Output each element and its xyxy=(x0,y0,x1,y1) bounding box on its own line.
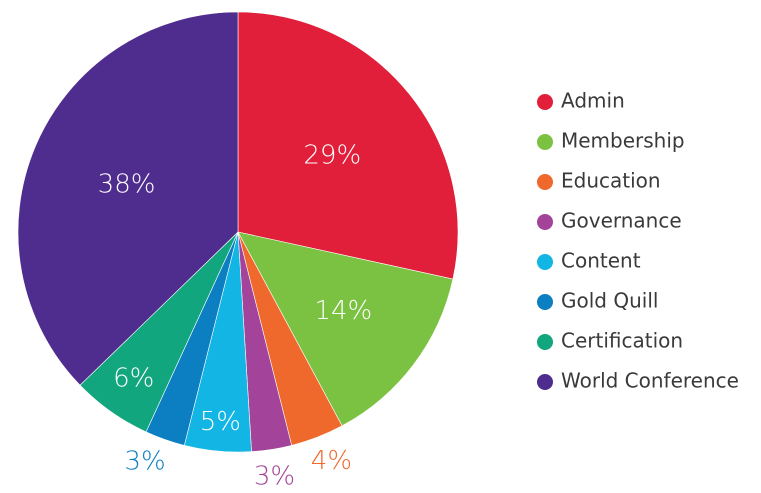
legend-marker-certification xyxy=(537,334,553,350)
legend-marker-governance xyxy=(537,214,553,230)
legend-label-governance: Governance xyxy=(561,209,682,233)
slice-label-membership: 14% xyxy=(314,296,372,326)
pie-slice-admin xyxy=(237,11,459,280)
legend-label-education: Education xyxy=(561,169,661,193)
legend-label-certification: Certification xyxy=(561,329,683,353)
slice-label-admin: 29% xyxy=(303,141,361,171)
slice-label-content: 5% xyxy=(200,407,241,437)
legend-marker-gold-quill xyxy=(537,294,553,310)
legend-label-membership: Membership xyxy=(561,129,685,153)
slice-label-gold-quill: 3% xyxy=(124,447,165,477)
slice-label-world-conference: 38% xyxy=(98,169,156,199)
pie-slice-world-conference xyxy=(17,11,239,386)
legend-label-content: Content xyxy=(561,249,641,273)
legend-marker-membership xyxy=(537,134,553,150)
legend-marker-education xyxy=(537,174,553,190)
legend: Admin Membership Education Governance Conten… xyxy=(537,89,739,393)
legend-label-world-conference: World Conference xyxy=(561,369,739,393)
legend-marker-admin xyxy=(537,94,553,110)
pie-slices xyxy=(17,11,459,453)
slice-labels: 29% 14% 4% 3% 5% 3% 6% 38% xyxy=(98,141,373,492)
legend-label-gold-quill: Gold Quill xyxy=(561,289,658,313)
slice-label-education: 4% xyxy=(311,446,352,476)
pie-slice-membership xyxy=(237,231,454,427)
legend-marker-world-conference xyxy=(537,374,553,390)
legend-label-admin: Admin xyxy=(561,89,625,113)
slice-label-governance: 3% xyxy=(254,461,295,491)
legend-marker-content xyxy=(537,254,553,270)
slice-label-certification: 6% xyxy=(113,364,154,394)
